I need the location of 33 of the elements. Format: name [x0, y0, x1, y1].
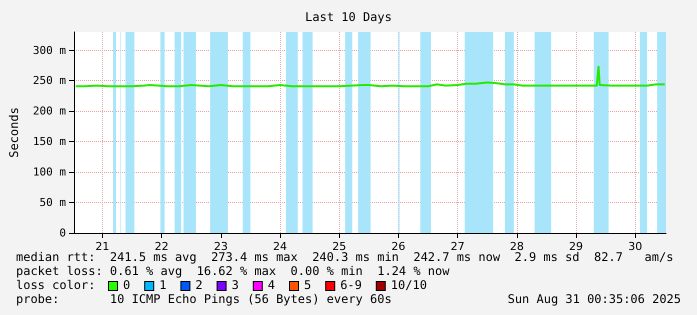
x-tick-label: 28: [510, 240, 524, 253]
x-tick-label: 26: [391, 240, 406, 253]
y-tick-label: 150 m: [32, 135, 66, 148]
x-tick-label: 23: [214, 240, 228, 253]
y-axis-title: Seconds: [7, 107, 21, 158]
text: Sun Aug 31 00:35:06 2025: [508, 292, 681, 306]
text: loss color:: [16, 278, 96, 292]
x-tick-label: 21: [95, 240, 110, 253]
text: 0: [123, 278, 130, 292]
text: 2: [195, 278, 203, 292]
y-tick-label: 200 m: [32, 104, 66, 118]
x-tick-label: 30: [628, 240, 642, 253]
text: 10/10: [390, 278, 427, 292]
x-tick-label: 24: [273, 240, 288, 253]
text: 1: [159, 278, 166, 292]
text: 4: [268, 278, 276, 292]
x-tick-label: 25: [332, 240, 346, 253]
line-series: [74, 66, 666, 88]
x-tick-label: 22: [154, 240, 169, 253]
y-tick-label: 50 m: [40, 196, 66, 210]
x-tick-label: 27: [450, 240, 465, 253]
y-tick-label: 100 m: [32, 166, 66, 179]
x-tick-label: 29: [569, 240, 584, 253]
chart-title: Last 10 Days: [305, 10, 392, 24]
y-tick-label: 300 m: [32, 44, 66, 57]
text: 5: [304, 278, 312, 292]
text: packet loss: 0.61 % avg 16.62 % max 0.00 % min 1.24 % now: [16, 264, 450, 278]
text: median rtt: 241.5 ms avg 273.4 ms max 240.3 ms min 242.7 ms now 2.9 ms sd 82.7 am/s: [16, 250, 674, 264]
text: probe: 10 ICMP Echo Pings (56 Bytes) every 60s: [16, 292, 392, 306]
y-tick-label: 0: [59, 226, 66, 240]
text: 6-9: [340, 278, 362, 292]
text: 3: [232, 278, 239, 292]
y-tick-label: 250 m: [32, 74, 66, 88]
